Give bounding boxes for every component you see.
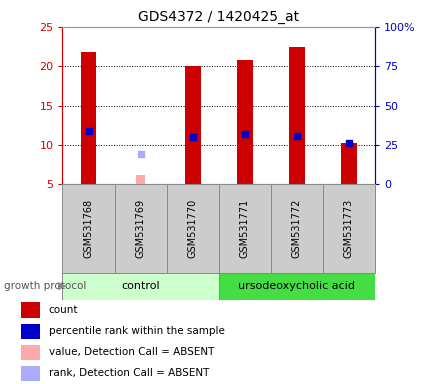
Text: count: count [49,305,78,315]
Text: control: control [121,281,160,291]
Text: value, Detection Call = ABSENT: value, Detection Call = ABSENT [49,347,214,358]
Text: percentile rank within the sample: percentile rank within the sample [49,326,224,336]
Bar [237,60,252,184]
Text: GSM531770: GSM531770 [187,199,197,258]
Text: ursodeoxycholic acid: ursodeoxycholic acid [238,281,354,291]
FancyBboxPatch shape [166,184,218,273]
Bar [184,66,200,184]
FancyBboxPatch shape [62,273,218,300]
FancyBboxPatch shape [114,184,166,273]
FancyBboxPatch shape [218,184,270,273]
Text: GSM531773: GSM531773 [343,199,353,258]
Bar [21,366,40,381]
FancyBboxPatch shape [62,184,114,273]
Text: GSM531769: GSM531769 [135,199,145,258]
Bar [136,175,144,184]
Text: GSM531768: GSM531768 [83,199,93,258]
FancyBboxPatch shape [270,184,322,273]
Text: rank, Detection Call = ABSENT: rank, Detection Call = ABSENT [49,368,209,379]
Bar [21,303,40,318]
Bar [21,345,40,360]
Text: growth protocol: growth protocol [4,281,86,291]
Bar [289,46,304,184]
Title: GDS4372 / 1420425_at: GDS4372 / 1420425_at [138,10,298,25]
FancyBboxPatch shape [218,273,374,300]
Bar [21,324,40,339]
Bar [340,143,356,184]
Bar [80,52,96,184]
Text: GSM531772: GSM531772 [291,199,301,258]
FancyBboxPatch shape [322,184,374,273]
Text: GSM531771: GSM531771 [239,199,249,258]
Text: ▶: ▶ [58,281,67,291]
